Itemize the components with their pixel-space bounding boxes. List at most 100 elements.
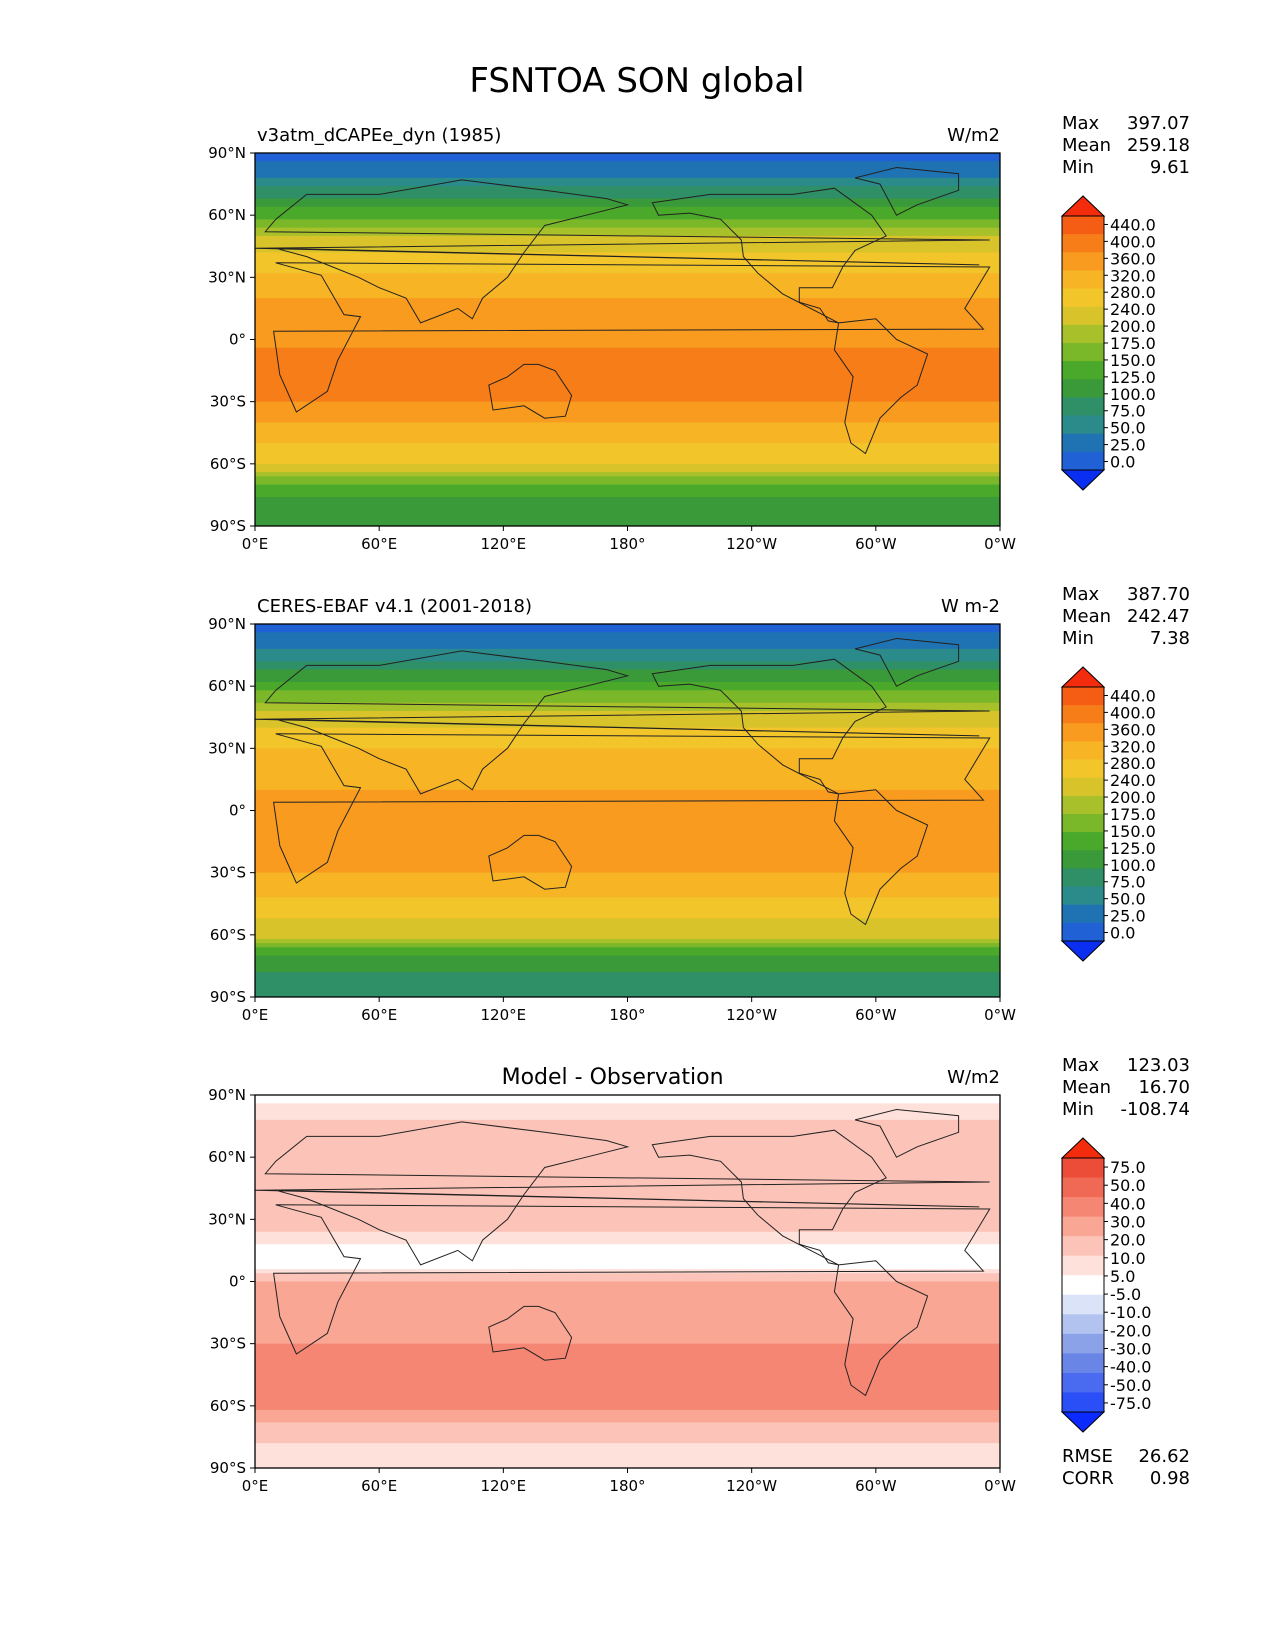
contour-band xyxy=(255,476,1000,482)
contour-band xyxy=(255,409,1000,415)
coastline xyxy=(273,262,991,413)
contour-band xyxy=(255,744,1000,750)
contour-band xyxy=(255,967,1000,973)
contour-band xyxy=(255,694,1000,700)
contour-band xyxy=(255,951,1000,957)
colorbar-extend-max xyxy=(1060,666,1106,688)
contour-band xyxy=(255,347,1000,353)
contour-band xyxy=(255,240,1000,245)
contour-band xyxy=(255,1393,1000,1399)
y-tick-label: 90°N xyxy=(208,144,246,162)
y-tick-label: 30°S xyxy=(210,393,246,411)
contour-band xyxy=(255,165,1000,171)
contour-band xyxy=(255,364,1000,370)
map-panel-difference: Model - Observation W/m2 90°N 60°N 30°N 0° 30°… xyxy=(208,1055,1190,1495)
colorbar-label: 150.0 xyxy=(1110,351,1156,370)
contour-band xyxy=(255,905,1000,911)
contour-band xyxy=(255,1269,1000,1275)
contour-band xyxy=(255,298,1000,303)
contour-band xyxy=(255,414,1000,420)
contour-band xyxy=(255,1347,1000,1353)
contour-band xyxy=(255,215,1000,221)
contour-band xyxy=(255,1223,1000,1229)
contour-band xyxy=(255,211,1000,216)
contour-band xyxy=(255,157,1000,163)
contour-band xyxy=(255,860,1000,866)
colorbar-label: 125.0 xyxy=(1110,839,1156,858)
contour-band xyxy=(255,1115,1000,1121)
contour-band xyxy=(255,1409,1000,1415)
colorbar-segment xyxy=(1062,904,1104,924)
colorbar-segment xyxy=(1062,1177,1104,1198)
contour-band xyxy=(255,1252,1000,1258)
contour-band xyxy=(255,1161,1000,1167)
colorbar-segment xyxy=(1062,1216,1104,1237)
colorbar-label: 25.0 xyxy=(1110,436,1146,455)
x-tick-label: 120°E xyxy=(481,1006,527,1024)
contour-band xyxy=(255,731,1000,737)
colorbar-segment xyxy=(1062,687,1104,706)
contour-band xyxy=(255,947,1000,953)
colorbar-segment xyxy=(1062,795,1104,815)
contour-band xyxy=(255,1451,1000,1457)
y-tick-label: 0° xyxy=(229,802,246,820)
contour-band xyxy=(255,443,1000,449)
contour-band xyxy=(255,153,1000,158)
contour-band xyxy=(255,1281,1000,1287)
contour-band xyxy=(255,451,1000,457)
x-tick-label: 60°W xyxy=(855,1477,897,1495)
coastline xyxy=(488,1305,573,1361)
contour-band xyxy=(255,1157,1000,1163)
contour-band xyxy=(255,918,1000,924)
contour-band xyxy=(255,1302,1000,1308)
x-tick-label: 120°E xyxy=(481,535,527,553)
colorbar: 75.050.040.030.020.010.05.0-5.0-10.0-20.… xyxy=(1060,1137,1151,1433)
contour-band xyxy=(255,818,1000,824)
contour-band xyxy=(255,769,1000,774)
contour-band xyxy=(255,764,1000,770)
colorbar-segment xyxy=(1062,1294,1104,1315)
colorbar-label: 50.0 xyxy=(1110,890,1146,909)
contour-band xyxy=(255,1293,1000,1299)
contour-band xyxy=(255,934,1000,940)
contour-band xyxy=(255,1422,1000,1428)
contour-band xyxy=(255,438,1000,444)
contour-band xyxy=(255,1231,1000,1237)
contour-band xyxy=(255,472,1000,478)
coastline xyxy=(854,1108,960,1158)
contour-band xyxy=(255,1447,1000,1453)
contour-band xyxy=(255,885,1000,891)
contour-band xyxy=(255,343,1000,349)
colorbar-label: 75.0 xyxy=(1110,873,1146,892)
contour-band xyxy=(255,943,1000,949)
x-tick-label: 0°E xyxy=(242,1477,269,1495)
contour-band xyxy=(255,1219,1000,1225)
contour-band xyxy=(255,984,1000,990)
colorbar-segment xyxy=(1062,1392,1104,1413)
contour-band xyxy=(255,1153,1000,1158)
contour-band xyxy=(255,810,1000,816)
colorbar-label: 0.0 xyxy=(1110,453,1135,472)
contour-band xyxy=(255,293,1000,299)
x-tick-label: 180° xyxy=(609,535,645,553)
contour-band xyxy=(255,706,1000,712)
contour-band xyxy=(255,640,1000,646)
contour-band xyxy=(255,1202,1000,1208)
x-tick-label: 0°W xyxy=(984,535,1016,553)
colorbar-extend-min xyxy=(1060,1411,1106,1433)
colorbar-extend-min xyxy=(1060,469,1106,491)
stat-value: -108.74 xyxy=(1121,1099,1190,1120)
contour-band xyxy=(255,711,1000,716)
stat-value: 123.03 xyxy=(1127,1055,1190,1076)
contour-band xyxy=(255,360,1000,366)
colorbar-segment xyxy=(1062,306,1104,326)
contour-band xyxy=(255,789,1000,795)
colorbar-segment xyxy=(1062,741,1104,761)
colorbar-extend-max xyxy=(1060,195,1106,217)
contour-band xyxy=(255,740,1000,745)
y-tick-label: 30°N xyxy=(208,1210,246,1228)
contour-band xyxy=(255,1165,1000,1171)
contour-band xyxy=(255,335,1000,341)
contour-band xyxy=(255,368,1000,374)
contour-band xyxy=(255,914,1000,920)
